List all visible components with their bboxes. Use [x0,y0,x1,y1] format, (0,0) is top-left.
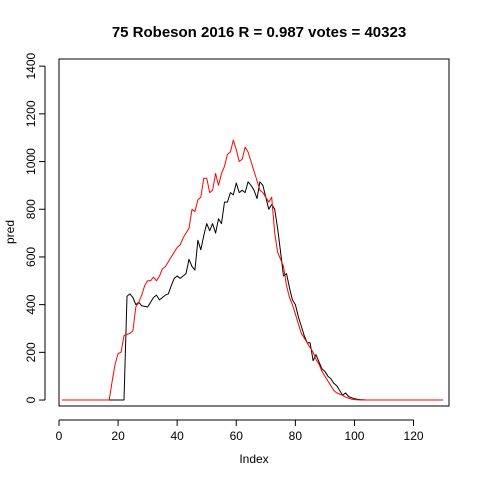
y-tick-label: 1400 [24,52,38,79]
y-tick-label: 800 [24,199,38,219]
x-tick-label: 80 [289,429,303,443]
y-tick-label: 200 [24,342,38,362]
x-tick-label: 40 [171,429,185,443]
chart-title: 75 Robeson 2016 R = 0.987 votes = 40323 [112,24,406,41]
series-layer [62,139,444,401]
y-tick-label: 1000 [24,148,38,175]
y-tick-label: 400 [24,294,38,314]
x-tick-label: 120 [404,429,424,443]
y-axis-label: pred [3,220,17,244]
x-tick-label: 0 [56,429,63,443]
y-axis: 0 200 400 600 800 1000 1200 1400 [24,52,46,403]
x-axis: 0 20 40 60 80 100 120 [56,419,424,443]
y-tick-label: 0 [24,396,38,403]
x-tick-label: 60 [230,429,244,443]
plot-area-box [58,58,450,407]
y-tick-label: 600 [24,247,38,267]
y-tick-label: 1200 [24,100,38,127]
x-axis-label: Index [239,452,268,466]
x-tick-label: 20 [111,429,125,443]
x-tick-label: 100 [344,429,364,443]
series-line-1 [62,139,444,401]
series-line-0 [62,181,444,401]
